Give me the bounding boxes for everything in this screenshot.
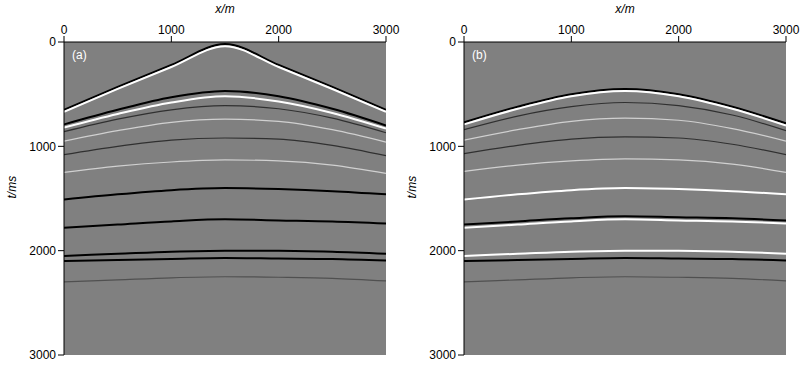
html-text:(b): (b) [472,48,487,62]
svg-text:0: 0 [49,35,56,49]
svg-text:3000: 3000 [373,23,400,37]
svg-text:t/ms: t/ms [405,176,419,199]
svg-text:3000: 3000 [773,23,800,37]
svg-text:3000: 3000 [29,348,56,362]
svg-text:x/m: x/m [214,2,234,16]
svg-text:1000: 1000 [29,140,56,154]
svg-text:0: 0 [61,23,68,37]
svg-text:1000: 1000 [158,23,185,37]
svg-text:1000: 1000 [558,23,585,37]
svg-text:x/m: x/m [614,2,634,16]
svg-text:0: 0 [449,35,456,49]
svg-text:3000: 3000 [429,348,456,362]
html-text:(a): (a) [72,48,87,62]
svg-text:t/ms: t/ms [5,176,19,199]
svg-text:1000: 1000 [429,140,456,154]
svg-text:2000: 2000 [429,244,456,258]
svg-text:2000: 2000 [29,244,56,258]
svg-text:0: 0 [461,23,468,37]
svg-text:2000: 2000 [665,23,692,37]
svg-text:2000: 2000 [265,23,292,37]
